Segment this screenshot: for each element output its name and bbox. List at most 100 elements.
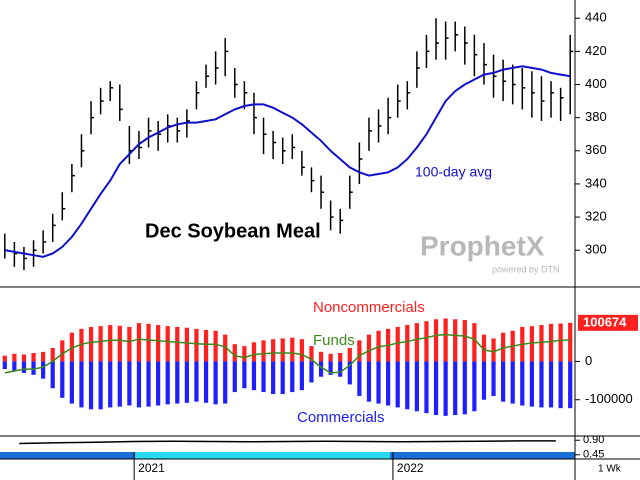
time-strip-highlight — [135, 452, 390, 459]
position-bar — [462, 320, 467, 362]
position-bar — [2, 361, 7, 370]
position-bar — [251, 361, 257, 391]
position-bar — [290, 361, 295, 393]
position-bar — [79, 361, 84, 408]
position-bar — [165, 326, 170, 362]
position-bar — [136, 361, 142, 408]
position-bar — [433, 319, 439, 362]
position-bar — [184, 327, 189, 362]
position-bar — [31, 361, 36, 375]
position-bar — [184, 361, 189, 403]
position-bar — [481, 361, 487, 400]
series-label: Commercials — [297, 409, 385, 426]
position-bar — [156, 325, 161, 362]
position-bar — [146, 323, 151, 362]
position-bar — [548, 361, 554, 408]
position-bar — [69, 332, 74, 362]
position-bar — [203, 361, 209, 403]
position-bar — [472, 361, 477, 412]
position-bar — [41, 351, 46, 362]
position-bar — [98, 361, 103, 410]
y-tick-label: 0 — [585, 353, 592, 368]
position-bar — [31, 352, 36, 362]
position-bar — [539, 325, 544, 362]
position-bar — [309, 346, 314, 362]
position-bar — [261, 340, 266, 362]
position-bar — [318, 361, 324, 377]
position-bar — [558, 323, 563, 362]
position-bar — [223, 334, 228, 362]
y-tick-label: 340 — [585, 175, 607, 190]
position-bar — [117, 361, 122, 407]
position-bar — [271, 361, 276, 394]
position-bar — [395, 326, 400, 362]
position-bar — [443, 361, 448, 416]
position-bar — [318, 351, 324, 362]
position-bar — [501, 361, 506, 402]
position-bar — [88, 326, 94, 362]
position-bar — [108, 361, 113, 408]
position-bar — [50, 348, 55, 362]
position-bar — [127, 361, 132, 406]
chart-title: Dec Soybean Meal — [145, 220, 321, 242]
value-badge — [578, 314, 638, 331]
position-bar — [453, 361, 458, 416]
position-bar — [338, 361, 343, 377]
position-bar — [414, 323, 419, 362]
position-bar — [251, 342, 257, 362]
y-tick-label: 300 — [585, 242, 607, 257]
watermark-credit: powered by DTN — [492, 264, 560, 274]
y-tick-label: -100000 — [585, 391, 633, 406]
position-bar — [443, 318, 448, 362]
position-bar — [242, 346, 247, 362]
moving-average-line — [4, 65, 571, 258]
position-bar — [261, 361, 266, 393]
position-bar — [69, 361, 74, 404]
position-bar — [481, 334, 487, 362]
position-bar — [12, 361, 17, 372]
y-tick-label: 360 — [585, 142, 607, 157]
position-bar — [223, 361, 228, 404]
position-bar — [510, 361, 515, 404]
position-bar — [12, 353, 17, 362]
x-tick-label: 2021 — [138, 461, 165, 475]
position-bar — [2, 355, 7, 362]
period-label: 1 Wk — [598, 464, 622, 475]
position-bar — [491, 338, 496, 362]
value-badge-label: 100674 — [583, 314, 627, 329]
position-bar — [433, 361, 439, 416]
position-bar — [21, 354, 27, 362]
position-bar — [41, 361, 46, 379]
position-bar — [414, 361, 419, 412]
position-bar — [194, 328, 199, 362]
position-bar — [280, 338, 285, 362]
position-bar — [60, 340, 65, 362]
series-label: Noncommercials — [313, 299, 425, 316]
position-bar — [376, 330, 381, 362]
position-bar — [232, 361, 237, 393]
position-bar — [453, 319, 458, 362]
position-bar — [60, 361, 65, 398]
position-bar — [108, 325, 113, 362]
position-bar — [165, 361, 170, 405]
position-bar — [501, 332, 506, 362]
position-bar — [50, 361, 55, 389]
ma-label: 100-day avg — [415, 164, 492, 180]
position-bar — [395, 361, 400, 408]
position-bar — [175, 361, 180, 404]
position-bar — [213, 361, 218, 405]
funds-line — [4, 333, 571, 374]
position-bar — [424, 361, 429, 414]
position-bar — [568, 322, 573, 362]
position-bar — [405, 361, 410, 410]
position-bar — [232, 344, 237, 362]
position-bar — [539, 361, 544, 408]
position-bar — [386, 361, 391, 406]
position-bar — [98, 326, 103, 362]
position-bar — [127, 326, 132, 362]
position-bar — [520, 361, 525, 406]
position-bar — [548, 323, 554, 362]
position-bar — [366, 361, 372, 402]
position-bar — [568, 361, 573, 409]
